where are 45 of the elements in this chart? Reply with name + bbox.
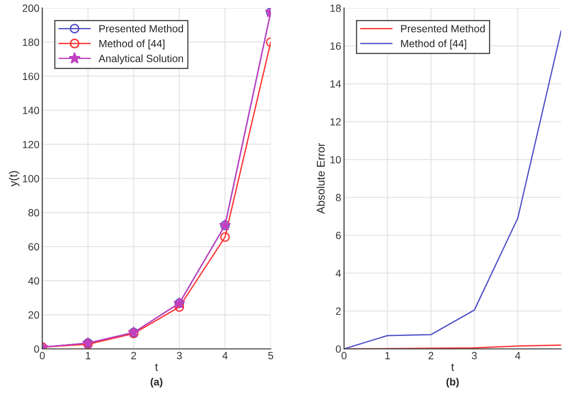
y-tick-label: 20 [28,311,40,319]
x-axis-title: t [451,364,454,371]
y-tick-label: 120 [22,140,40,148]
legend-label: Analytical Solution [98,54,183,64]
y-tick-label: 140 [22,106,40,114]
y-tick-label: 160 [22,72,40,80]
y-tick-label: 6 [336,232,341,240]
x-tick-label: 3 [472,352,477,360]
y-axis-title: Absolute Error [316,143,325,214]
legend-label: Presented Method [99,24,184,32]
y-tick-label: 8 [336,194,341,202]
y-tick-label: 4 [336,270,341,277]
y-tick-label: 180 [22,38,40,46]
x-tick-label: 2 [428,352,434,360]
y-tick-label: 2 [336,308,341,315]
x-tick-label: 2 [131,352,136,360]
text: (a) [150,378,162,388]
y-tick-label: 0 [34,345,40,353]
y-tick-label: 200 [22,4,40,12]
y-tick-label: 14 [330,80,341,88]
x-tick-label: 0 [342,352,347,360]
x-tick-label: 3 [176,352,182,360]
x-tick-label: 4 [515,352,520,360]
y-tick-label: 40 [28,277,40,285]
x-tick-label: 1 [86,352,90,360]
point [174,302,184,312]
y-tick-label: 18 [330,4,341,12]
text: (b) [446,378,459,388]
legend-label: Presented Method [401,24,485,32]
x-axis-title: t [155,364,158,371]
y-tick-label: 60 [28,243,40,250]
legend-label: Method of [44] [401,40,466,50]
x-tick-label: 1 [385,352,390,360]
y-tick-label: 100 [22,174,40,182]
y-axis-title: y(t) [9,171,20,186]
y-tick-label: 0 [336,345,341,353]
y-tick-label: 10 [330,156,341,164]
x-tick-label: 4 [222,352,228,360]
y-tick-label: 16 [330,42,341,50]
y-tick-label: 12 [330,118,341,126]
x-tick-label: 0 [40,352,45,360]
legend-label: Method of [44] [99,40,164,50]
point [220,232,230,242]
y-tick-label: 80 [28,209,40,216]
x-tick-label: 5 [268,352,274,360]
